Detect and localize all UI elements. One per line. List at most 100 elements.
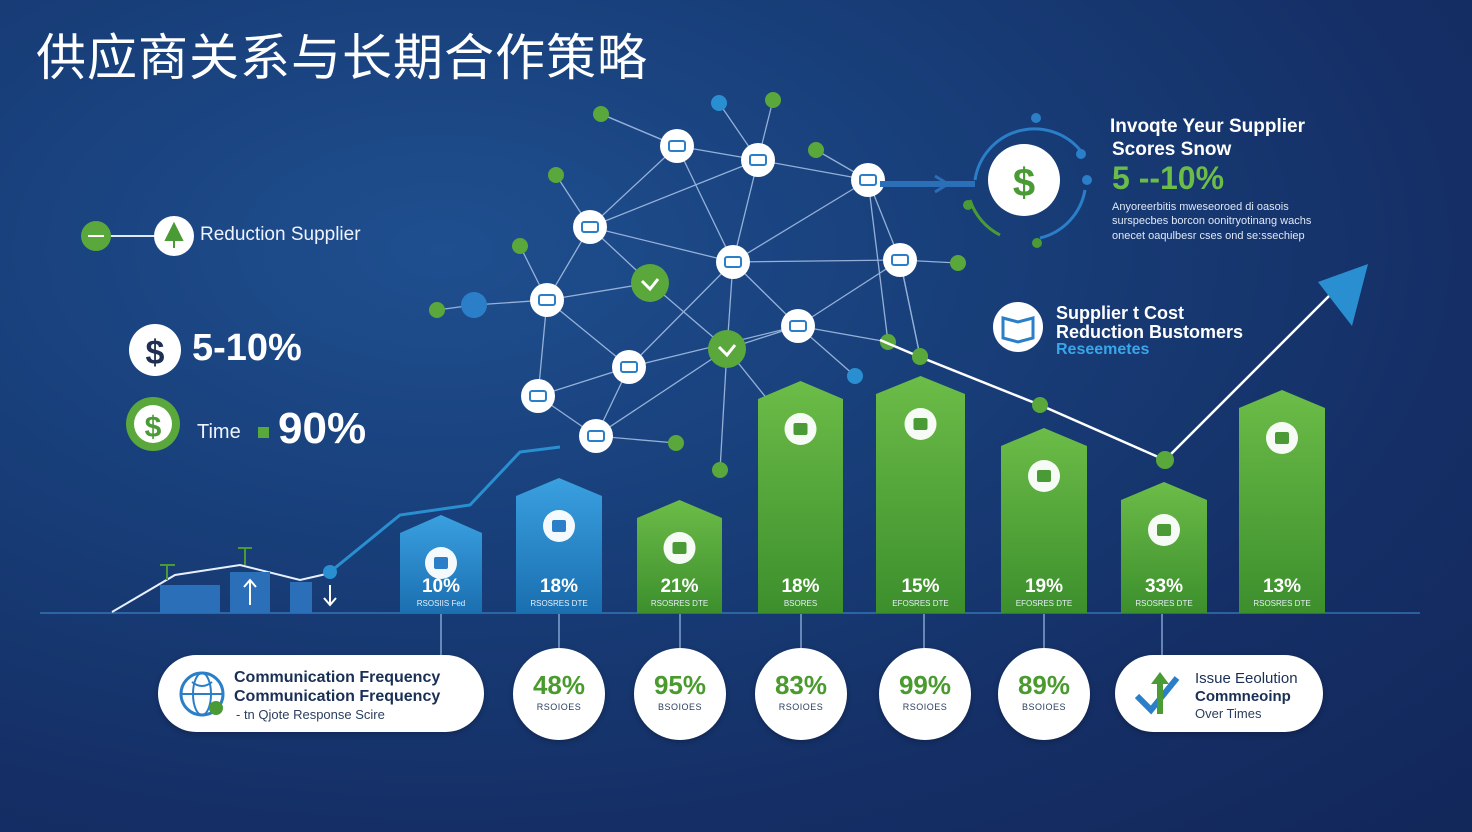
bar-2: 18% RSOSRES DTE (516, 478, 602, 613)
metric-circle-4: 99% RSOIOES (879, 648, 971, 740)
top-right-desc-1: Anyoreerbitis mweseoroed di oasois (1112, 201, 1289, 213)
network-node-icon (521, 379, 555, 413)
top-right-heading-1: Invoqte Yeur Supplier (1110, 116, 1305, 137)
network-node-icon (612, 350, 646, 384)
left-stat-icons: $ $ (126, 324, 269, 451)
network-node-icon (573, 210, 607, 244)
top-right-heading-2: Scores Snow (1112, 139, 1232, 160)
trend-line (879, 264, 1368, 469)
bar-sub-label: EFOSRES DTE (1016, 599, 1072, 608)
network-node-icon (847, 368, 863, 384)
stat1-value: 5-10% (192, 327, 302, 369)
network-node-icon (429, 302, 445, 318)
bar-sub-label: BSORES (784, 599, 817, 608)
issue-line-1: Issue Eeolution (1195, 670, 1298, 687)
communication-line-3: - tn Qjote Response Scire (236, 707, 385, 722)
issue-resolution-card: Issue Eeolution Commneoinp Over Times (1115, 655, 1323, 732)
communication-line-2: Communication Frequency (234, 688, 441, 705)
book-icon (1001, 316, 1035, 344)
bar-7: 33% RSOSRES DTE (1121, 482, 1207, 613)
metric-value: 48% (532, 670, 586, 700)
communication-line-1: Communication Frequency (234, 669, 441, 686)
network-node-icon (668, 435, 684, 451)
globe-icon (179, 671, 225, 717)
bar-sub-label: RSOSIIS Fed (417, 599, 465, 608)
bar-3: 21% RSOSRES DTE (637, 500, 722, 613)
metric-sub-label: RSOIOES (536, 702, 582, 712)
metric-value: 89% (1017, 670, 1071, 700)
metric-circle-2: 95% BSOIOES (634, 648, 726, 740)
network-node-icon (765, 92, 781, 108)
network-node-icon (712, 462, 728, 478)
dollar-icon: $ (145, 411, 162, 444)
bar-sub-label: RSOSRES DTE (1135, 599, 1192, 608)
network-node-icon (781, 309, 815, 343)
bar-sub-label: RSOSRES DTE (1253, 599, 1310, 608)
left-graph (111, 445, 561, 613)
mid-right-line-2: Reduction Bustomers (1056, 322, 1244, 342)
bar-value-label: 18% (540, 576, 578, 597)
arrow-down-icon (323, 585, 337, 607)
network-node-icon (530, 283, 564, 317)
network-node-icon (548, 167, 564, 183)
network-node-icon (660, 129, 694, 163)
metric-circle-5: 89% BSOIOES (998, 648, 1090, 740)
bar-value-label: 19% (1025, 576, 1063, 597)
network-node-icon (883, 243, 917, 277)
stat2-value: 90% (278, 404, 367, 453)
network-node-icon (579, 419, 613, 453)
metric-sub-label: BSOIOES (657, 702, 702, 712)
issue-line-2: Commneoinp (1195, 688, 1291, 705)
page-title: 供应商关系与长期合作策略 (36, 29, 648, 87)
dial-ring: $ (880, 113, 1092, 248)
bar-chart: 10% RSOSIIS Fed 18% RSOSRES DTE 21% RSOSRES D… (400, 376, 1325, 613)
bar-5: 15% EFOSRES DTE (876, 376, 965, 613)
bar-8: 13% RSOSRES DTE (1239, 390, 1325, 613)
bar-sub-label: RSOSRES DTE (530, 599, 587, 608)
bar-sub-label: RSOSRES DTE (651, 599, 708, 608)
communication-frequency-card: Communication Frequency Communication Fr… (158, 655, 484, 732)
bar-value-label: 21% (660, 576, 698, 597)
metric-sub-label: BSOIOES (1021, 702, 1066, 712)
issue-line-3: Over Times (1195, 706, 1262, 721)
network-node-icon (808, 142, 824, 158)
network-node-icon (708, 330, 746, 368)
metric-sub-label: RSOIOES (902, 702, 948, 712)
metric-value: 83% (774, 670, 828, 700)
bar-1: 10% RSOSIIS Fed (400, 515, 482, 613)
bar-value-label: 18% (781, 576, 819, 597)
arrow-up-icon (243, 578, 257, 605)
book-icon-group (993, 302, 1043, 352)
bar-value-label: 15% (901, 576, 939, 597)
dollar-icon: $ (1013, 161, 1035, 205)
network-node-icon (851, 163, 885, 197)
reduction-label: Reduction Supplier (200, 224, 361, 245)
top-right-desc-2: surspecbes borcon oonitryotinang wachs (1112, 215, 1312, 227)
metric-value: 95% (653, 670, 707, 700)
metric-value: 99% (898, 670, 952, 700)
network-node-icon (593, 106, 609, 122)
network-node-icon (512, 238, 528, 254)
metric-circle-3: 83% RSOIOES (755, 648, 847, 740)
network-node-icon (461, 292, 487, 318)
network-node-icon (716, 245, 750, 279)
metric-sub-label: RSOIOES (778, 702, 824, 712)
bar-value-label: 10% (422, 576, 460, 597)
top-right-value: 5 --10% (1112, 160, 1225, 196)
network-node-icon (741, 143, 775, 177)
dollar-icon: $ (146, 334, 165, 372)
bar-value-label: 33% (1145, 576, 1183, 597)
network-node-icon (950, 255, 966, 271)
network-nodes (429, 92, 966, 478)
stat2-label: Time (197, 421, 241, 443)
metric-circle-1: 48% RSOIOES (513, 648, 605, 740)
network-node-icon (631, 264, 669, 302)
checkmark-icon (1134, 672, 1180, 715)
bar-6: 19% EFOSRES DTE (1001, 428, 1087, 613)
top-right-desc-3: onecet oaqulbesr cses ond se:ssechiep (1112, 230, 1305, 242)
tree-icon (164, 221, 184, 248)
network-node-icon (711, 95, 727, 111)
mid-right-line-3: Reseemetes (1056, 341, 1150, 358)
